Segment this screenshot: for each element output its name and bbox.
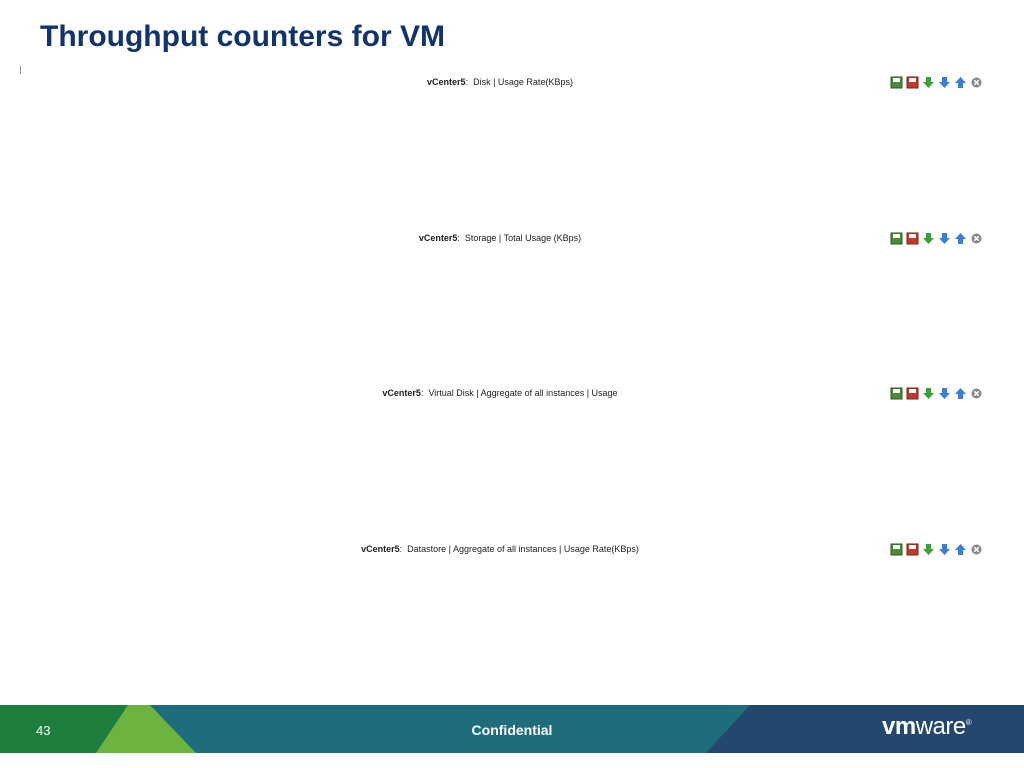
download-icon[interactable]	[922, 76, 935, 89]
confidential-label: Confidential	[471, 722, 553, 738]
footer-navy	[706, 705, 1024, 753]
chart-panel-datastore: vCenter5: Datastore | Aggregate of all i…	[0, 542, 1024, 700]
save-as-icon[interactable]	[906, 76, 919, 89]
footer-shapes	[0, 705, 1024, 753]
down-arrow-icon[interactable]	[938, 76, 951, 89]
close-icon[interactable]	[970, 76, 983, 89]
save-icon[interactable]: H: 2,348.13L: 22.73May 1311:24 AMMay 131…	[890, 543, 903, 556]
vmware-logo: vmware®	[882, 713, 972, 740]
down-arrow-icon[interactable]	[938, 543, 951, 556]
up-arrow-icon[interactable]	[954, 387, 967, 400]
close-icon[interactable]	[970, 543, 983, 556]
chart-title: vCenter5: Datastore | Aggregate of all i…	[361, 544, 639, 554]
footer-green-light	[96, 705, 196, 753]
save-as-icon[interactable]	[906, 387, 919, 400]
close-icon[interactable]	[970, 387, 983, 400]
down-arrow-icon[interactable]	[938, 387, 951, 400]
page-number: 43	[36, 723, 51, 738]
save-icon[interactable]: H: 2,348.13L: 22.73May 1311:23 AMMay 131…	[890, 232, 903, 245]
up-arrow-icon[interactable]	[954, 232, 967, 245]
down-arrow-icon[interactable]	[938, 232, 951, 245]
chart-title: vCenter5: Disk | Usage Rate(KBps)	[427, 77, 573, 87]
edge-tick	[20, 66, 21, 74]
download-icon[interactable]	[922, 387, 935, 400]
save-as-icon[interactable]	[906, 543, 919, 556]
chart-svg	[0, 233, 1024, 389]
chart-panel-storage: vCenter5: Storage | Total Usage (KBps) H…	[0, 231, 1024, 389]
chart-toolbar: H: 2,348.13L: 22.73May 1311:23 AMMay 131…	[890, 231, 983, 245]
up-arrow-icon[interactable]	[954, 543, 967, 556]
chart-panel-virtual-disk: vCenter5: Virtual Disk | Aggregate of al…	[0, 386, 1024, 544]
chart-svg	[0, 77, 1024, 233]
page-title: Throughput counters for VM	[40, 20, 445, 53]
chart-svg	[0, 544, 1024, 700]
download-icon[interactable]	[922, 232, 935, 245]
save-as-icon[interactable]	[906, 232, 919, 245]
chart-panel-disk: vCenter5: Disk | Usage Rate(KBps) H: 2,3…	[0, 75, 1024, 233]
up-arrow-icon[interactable]	[954, 76, 967, 89]
chart-svg	[0, 388, 1024, 544]
chart-toolbar: H: 2,348.2L: 22.87May 1311:22 AMMay 1311…	[890, 75, 983, 89]
footer-green-dark	[0, 705, 128, 753]
save-icon[interactable]: H: 2,348.13L: 22.73May 1311:23 AMMay 131…	[890, 387, 903, 400]
download-icon[interactable]	[922, 543, 935, 556]
chart-toolbar: H: 2,348.13L: 22.73May 1311:23 AMMay 131…	[890, 386, 983, 400]
chart-toolbar: H: 2,348.13L: 22.73May 1311:24 AMMay 131…	[890, 542, 983, 556]
save-icon[interactable]: H: 2,348.2L: 22.87May 1311:22 AMMay 1311…	[890, 76, 903, 89]
chart-title: vCenter5: Storage | Total Usage (KBps)	[418, 233, 582, 243]
close-icon[interactable]	[970, 232, 983, 245]
footer-bar: 43 Confidential vmware®	[0, 705, 1024, 753]
chart-title: vCenter5: Virtual Disk | Aggregate of al…	[382, 388, 618, 398]
